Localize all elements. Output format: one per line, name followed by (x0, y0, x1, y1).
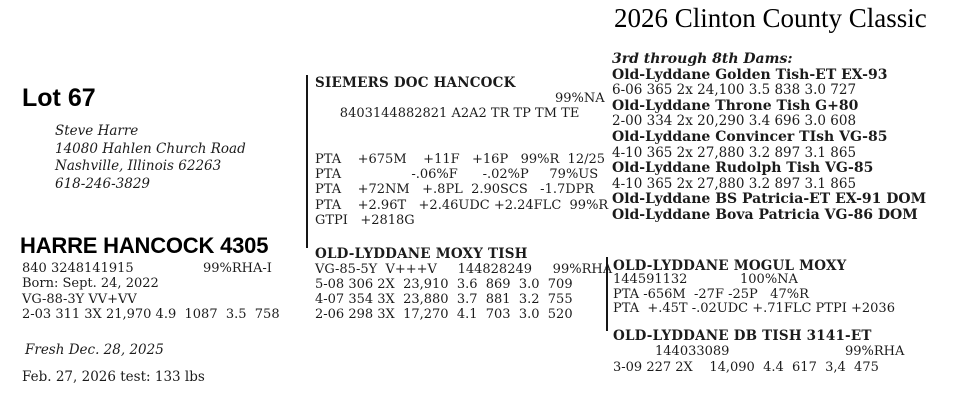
test-weight-note: Feb. 27, 2026 test: 133 lbs (22, 369, 205, 385)
seller-info: Steve Harre 14080 Hahlen Church Road Nas… (55, 123, 246, 193)
animal-name: HARRE HANCOCK 4305 (20, 233, 269, 258)
second-dam-pta-line: PTA -656M -27F -25P 47%R (613, 286, 809, 302)
third-dam-rha: 99%RHA (845, 344, 905, 360)
page-title: 2026 Clinton County Classic (614, 3, 927, 33)
sire-id: 8403144882821 A2A2 TR TP TM TE (339, 106, 580, 122)
later-dam-name: Old-Lyddane Throne Tish G+80 (612, 97, 859, 114)
later-dam-name: Old-Lyddane BS Patricia-ET EX-91 DOM (612, 191, 927, 208)
later-dam-name: Old-Lyddane Rudolph Tish VG-85 (612, 160, 874, 177)
sire-pta-line: PTA +72NM +.8PL 2.90SCS -1.7DPR (315, 182, 595, 198)
third-dam-record: 3-09 227 2X 14,090 4.4 617 3,4 475 (613, 359, 879, 375)
second-dam-reliability: 100%NA (740, 272, 798, 288)
animal-classification: VG-88-3Y VV+VV (22, 291, 137, 307)
sire-name: SIEMERS DOC HANCOCK (315, 75, 516, 91)
dam-record: 4-07 354 3X 23,880 3.7 881 3.2 755 (315, 292, 573, 308)
sire-gtpi-line: GTPI +2818G (315, 212, 415, 228)
second-dam-id-line: 144591132 100%NA (613, 272, 895, 288)
later-dam-record: 4-10 365 2x 27,880 3.2 897 3.1 865 (612, 175, 857, 192)
later-dam-record: 4-10 365 2x 27,880 3.2 897 3.1 865 (612, 144, 857, 161)
second-dam-pta-line: PTA +.45T -.02UDC +.71FLC PTPI +2036 (613, 301, 895, 317)
animal-id-line: 840 3248141915 99%RHA-I (22, 261, 280, 276)
animal-id: 840 3248141915 (22, 261, 134, 276)
sire-reliability: 99%NA (555, 91, 605, 107)
second-dam-id: 144591132 (613, 272, 688, 288)
seller-address-line2: Nashville, Illinois 62263 (55, 158, 222, 174)
dam-section: OLD-LYDDANE MOXY TISH VG-85-5Y V+++V 144… (315, 246, 613, 323)
sire-divider-line (306, 75, 308, 248)
sire-pta-line: PTA +675M +11F +16P 99%R 12/25 (315, 152, 606, 168)
animal-rha: 99%RHA-I (203, 261, 272, 276)
third-dam-section: OLD-LYDDANE DB TISH 3141-ET 144033089 99… (613, 328, 904, 375)
dam-record: 5-08 306 2X 23,910 3.6 869 3.0 709 (315, 277, 573, 293)
third-dam-id-line: 144033089 99%RHA (613, 344, 904, 360)
fresh-date-note: Fresh Dec. 28, 2025 (25, 342, 164, 358)
later-dam-name: Old-Lyddane Golden Tish-ET EX-93 (612, 66, 888, 83)
sire-pta-line: PTA +2.96T +2.46UDC +2.24FLC 99%R (315, 197, 609, 213)
dam-name: OLD-LYDDANE MOXY TISH (315, 246, 528, 262)
later-dams-heading: 3rd through 8th Dams: (612, 51, 793, 67)
sire-section: SIEMERS DOC HANCOCK 8403144882821 A2A2 T… (315, 75, 609, 228)
third-dam-name: OLD-LYDDANE DB TISH 3141-ET (613, 328, 872, 344)
later-dam-record: 2-00 334 2x 20,290 3.4 696 3.0 608 (612, 113, 857, 130)
second-dam-name: OLD-LYDDANE MOGUL MOXY (613, 258, 847, 274)
dam-record: 2-06 298 3X 17,270 4.1 703 3.0 520 (315, 307, 573, 323)
animal-info: 840 3248141915 99%RHA-I Born: Sept. 24, … (22, 261, 280, 323)
later-dam-name: Old-Lyddane Convincer TIsh VG-85 (612, 128, 888, 145)
sire-pta-line: PTA -.06%F -.02%P 79%US (315, 167, 599, 183)
dam-score-line: VG-85-5Y V+++V 144828249 99%RHA (315, 262, 613, 278)
later-dam-name: Old-Lyddane Bova Patricia VG-86 DOM (612, 206, 918, 223)
lot-number: Lot 67 (22, 84, 96, 112)
second-dam-section: OLD-LYDDANE MOGUL MOXY 144591132 100%NA … (613, 259, 895, 317)
sire-id-line: 8403144882821 A2A2 TR TP TM TE 99%NA (315, 91, 608, 152)
third-dam-id: 144033089 (655, 344, 730, 360)
seller-name: Steve Harre (55, 123, 139, 139)
seller-phone: 618-246-3829 (55, 175, 151, 192)
animal-record: 2-03 311 3X 21,970 4.9 1087 3.5 758 (22, 307, 280, 323)
later-dam-record: 6-06 365 2x 24,100 3.5 838 3.0 727 (612, 82, 857, 99)
second-dam-divider-line (606, 257, 608, 331)
seller-address-line1: 14080 Hahlen Church Road (55, 140, 246, 157)
later-dams-section: 3rd through 8th Dams: Old-Lyddane Golden… (612, 51, 927, 224)
animal-born: Born: Sept. 24, 2022 (22, 276, 159, 292)
